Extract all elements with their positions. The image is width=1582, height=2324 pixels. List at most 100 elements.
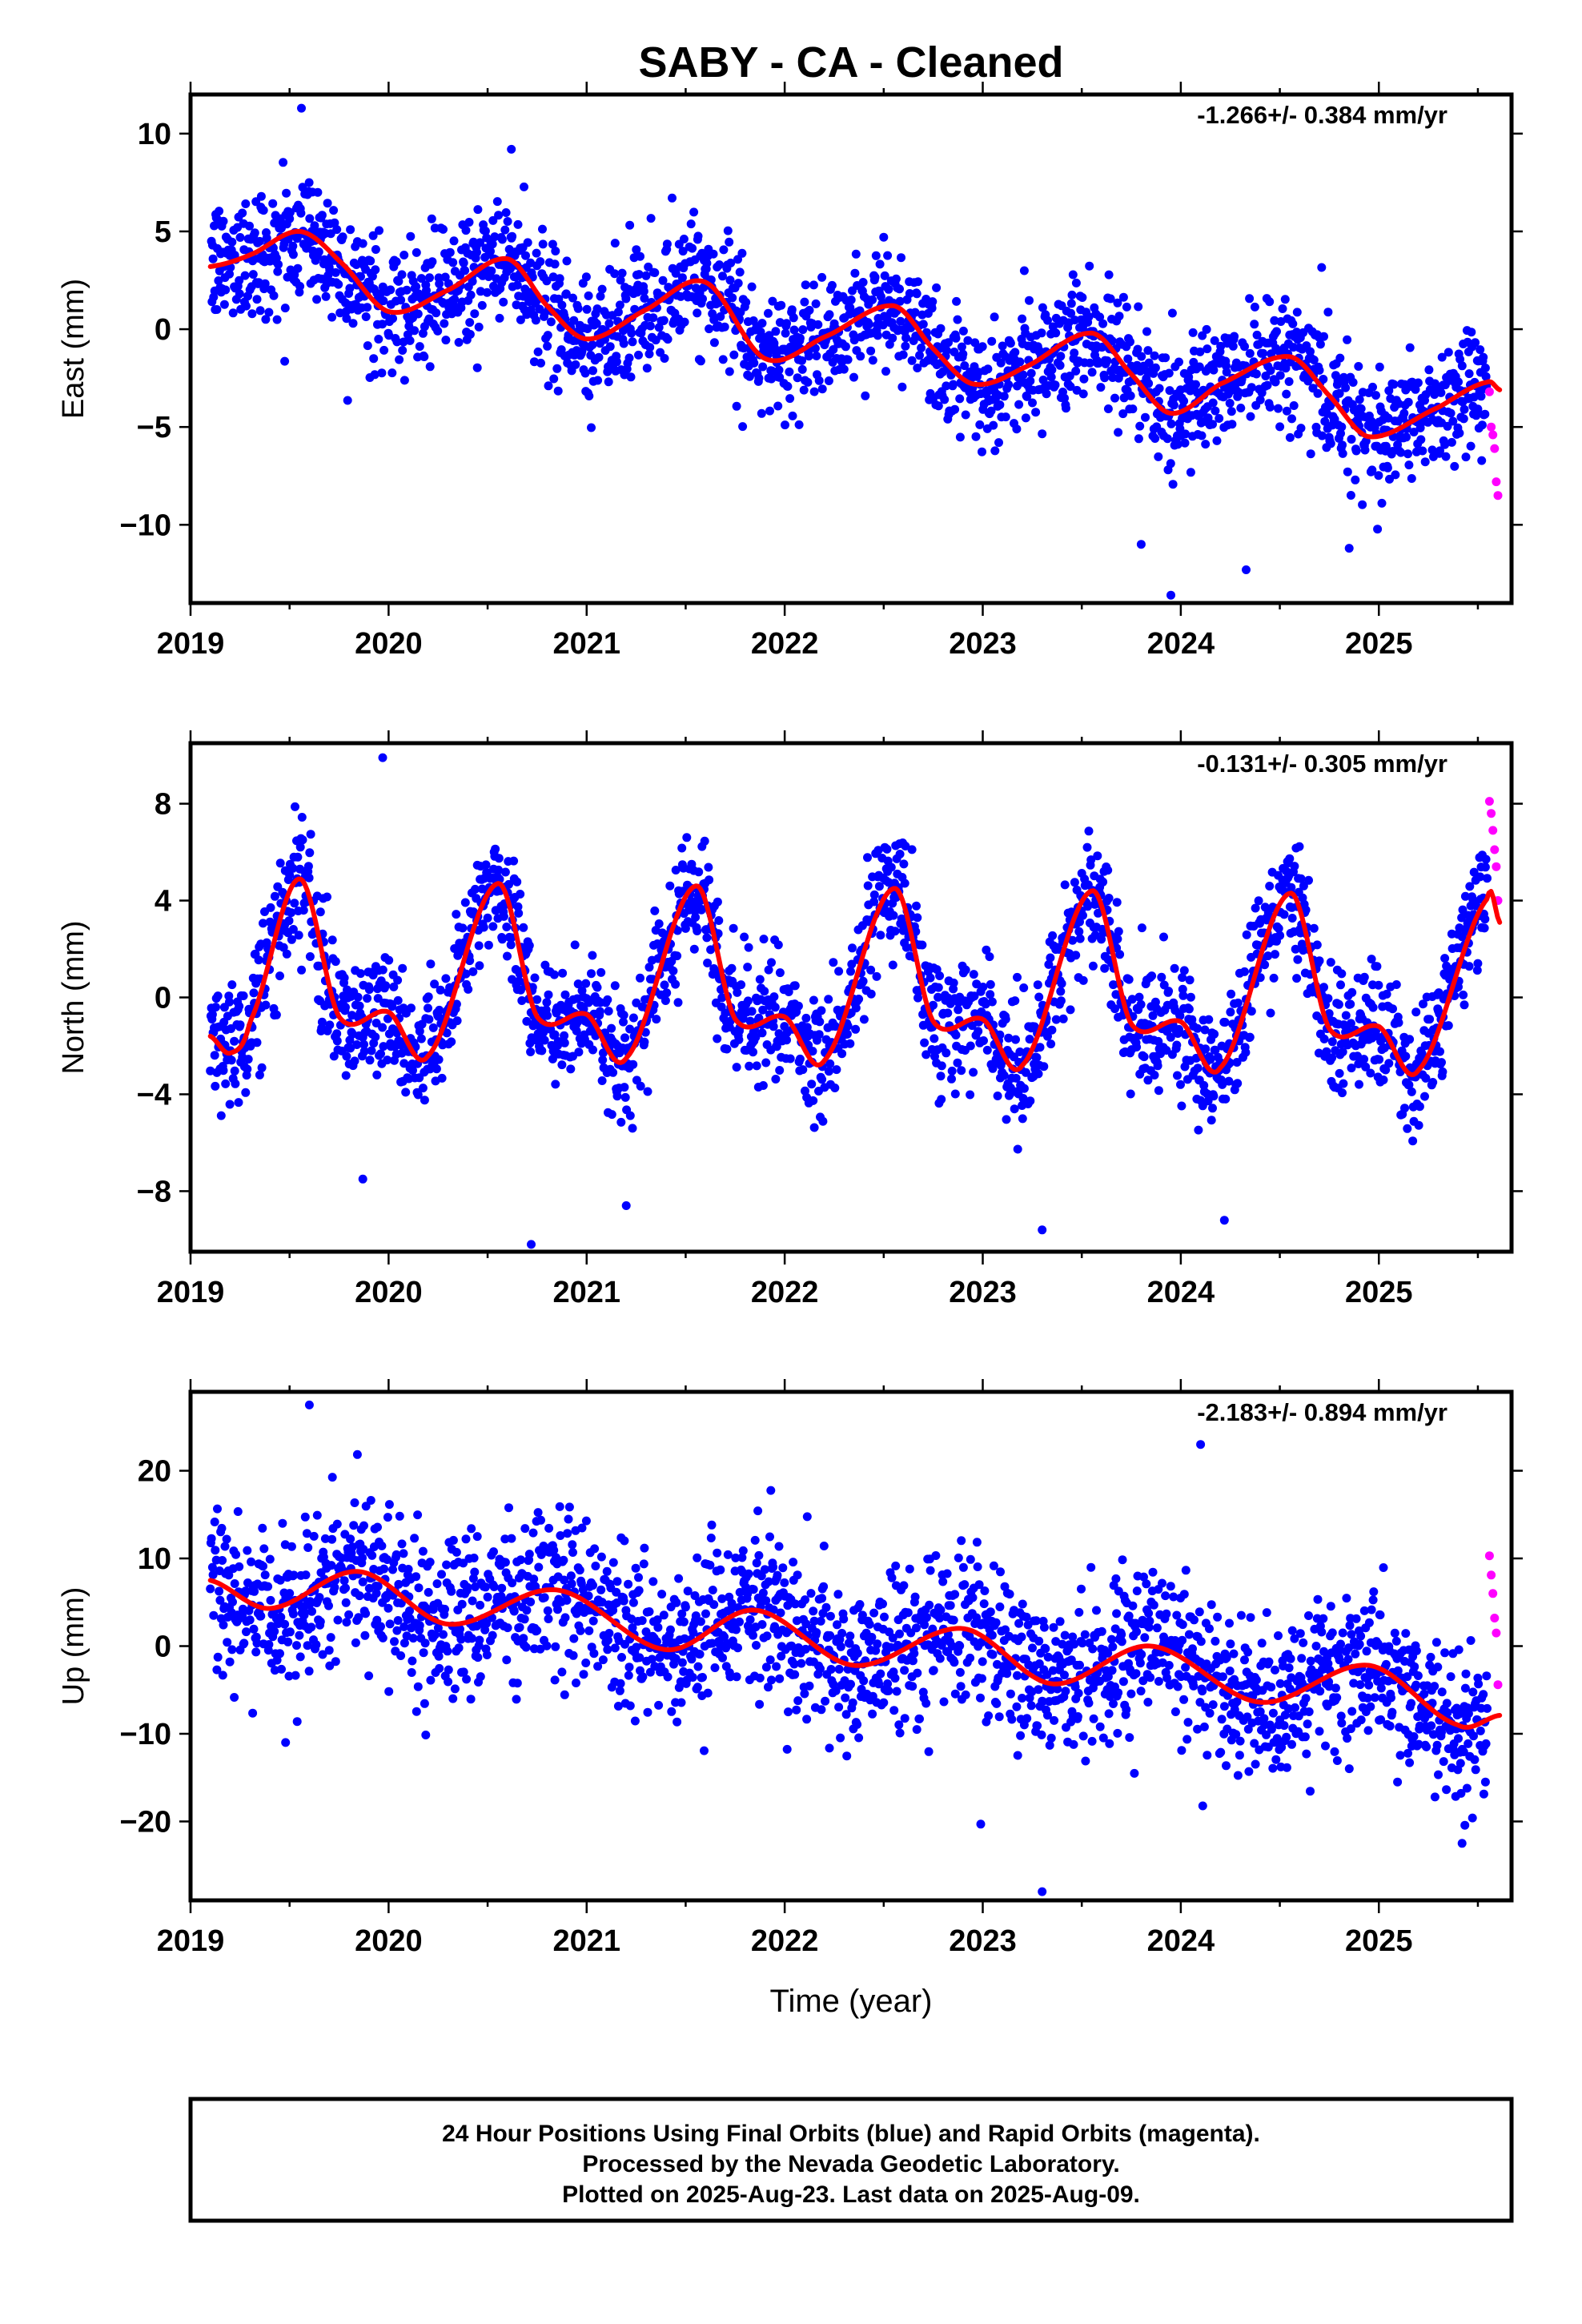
up-final-point <box>508 1578 517 1588</box>
north-final-point <box>1034 1069 1043 1079</box>
north-final-point <box>824 995 833 1004</box>
east-final-point <box>282 188 291 198</box>
north-final-point <box>378 1023 387 1032</box>
east-final-point <box>474 322 484 332</box>
east-final-point <box>955 394 965 404</box>
north-final-point <box>544 990 553 999</box>
north-final-point <box>325 1020 335 1030</box>
north-final-point <box>807 1080 817 1089</box>
east-final-point <box>450 295 460 304</box>
east-final-point <box>361 312 371 321</box>
north-final-point <box>1126 1089 1135 1099</box>
east-final-point <box>221 285 231 295</box>
up-final-point <box>285 1627 295 1637</box>
north-final-point <box>1319 983 1328 992</box>
east-final-point <box>1251 369 1261 379</box>
east-final-point <box>662 239 672 249</box>
up-final-point <box>332 1519 342 1529</box>
east-final-point <box>405 336 415 345</box>
east-final-point <box>898 350 908 360</box>
up-final-point <box>437 1570 446 1579</box>
up-final-point <box>349 1521 359 1530</box>
up-final-point <box>472 1532 482 1542</box>
east-final-point <box>1100 373 1110 383</box>
east-final-point <box>375 226 383 235</box>
north-final-point <box>365 1055 375 1065</box>
up-final-point <box>454 1643 464 1653</box>
up-final-point <box>420 1638 430 1648</box>
north-final-point <box>299 906 308 915</box>
up-final-point <box>358 1577 367 1586</box>
north-final-point <box>488 922 498 931</box>
north-final-point <box>1154 1036 1163 1046</box>
up-final-point <box>467 1524 476 1534</box>
north-final-point <box>1346 999 1355 1009</box>
east-final-point <box>1336 428 1345 438</box>
up-final-point <box>566 1571 576 1581</box>
east-final-point <box>1375 362 1384 372</box>
east-final-point <box>829 345 838 354</box>
north-final-point <box>869 897 879 907</box>
north-final-point <box>1443 1021 1453 1031</box>
east-final-point <box>552 364 562 373</box>
north-rapid-point <box>1488 826 1498 835</box>
east-final-point <box>1384 386 1394 396</box>
north-final-point <box>506 940 516 950</box>
east-final-point <box>998 341 1007 351</box>
east-final-point <box>747 282 757 292</box>
north-final-point <box>727 963 737 973</box>
north-final-point <box>1026 1096 1035 1106</box>
up-final-point <box>288 1609 298 1618</box>
east-final-point <box>905 289 914 298</box>
east-final-point <box>754 373 764 383</box>
east-final-point <box>1315 340 1325 349</box>
up-final-point <box>285 1589 295 1598</box>
north-final-point <box>798 1065 808 1075</box>
east-final-point <box>588 340 597 350</box>
north-final-point <box>1194 1125 1203 1135</box>
up-final-point <box>275 1575 285 1585</box>
east-final-point <box>1265 402 1275 412</box>
east-final-point <box>1405 343 1415 352</box>
north-final-point <box>407 1003 416 1013</box>
north-final-point <box>500 867 510 877</box>
east-final-point <box>944 338 953 348</box>
up-final-point <box>208 1570 218 1579</box>
east-final-point <box>533 347 543 356</box>
east-final-point <box>1010 348 1020 357</box>
north-final-point <box>888 960 897 970</box>
north-final-point <box>1290 862 1299 871</box>
north-final-point <box>767 958 776 967</box>
east-final-point <box>557 300 567 310</box>
east-final-point <box>871 251 881 260</box>
north-final-point <box>424 1003 432 1013</box>
east-final-point <box>274 259 283 269</box>
north-final-point <box>1044 959 1054 969</box>
north-final-point <box>1425 1015 1435 1024</box>
east-final-point <box>1135 421 1145 431</box>
east-final-point <box>444 279 453 288</box>
east-final-point <box>1065 372 1074 380</box>
north-final-point <box>937 1061 946 1071</box>
north-final-point <box>1113 935 1122 943</box>
north-final-point <box>1200 1025 1210 1035</box>
north-final-point <box>597 1076 607 1085</box>
north-final-point <box>415 1027 424 1036</box>
north-final-point <box>1480 923 1489 933</box>
up-final-point <box>225 1657 235 1667</box>
east-final-point <box>604 377 613 387</box>
east-final-point <box>644 262 653 271</box>
east-rate-annotation: -1.266+/- 0.384 mm/yr <box>1197 101 1447 129</box>
east-final-point <box>260 279 270 288</box>
east-final-point <box>1037 328 1046 338</box>
north-final-point <box>1381 1065 1391 1075</box>
east-final-point <box>1180 438 1190 448</box>
north-final-point <box>314 961 323 971</box>
east-final-point <box>971 432 981 441</box>
north-final-point <box>673 998 683 1007</box>
north-final-point <box>1296 874 1306 883</box>
north-final-point <box>814 1030 824 1039</box>
up-final-orbit-points <box>206 1400 1492 1896</box>
north-final-point <box>416 1034 426 1043</box>
